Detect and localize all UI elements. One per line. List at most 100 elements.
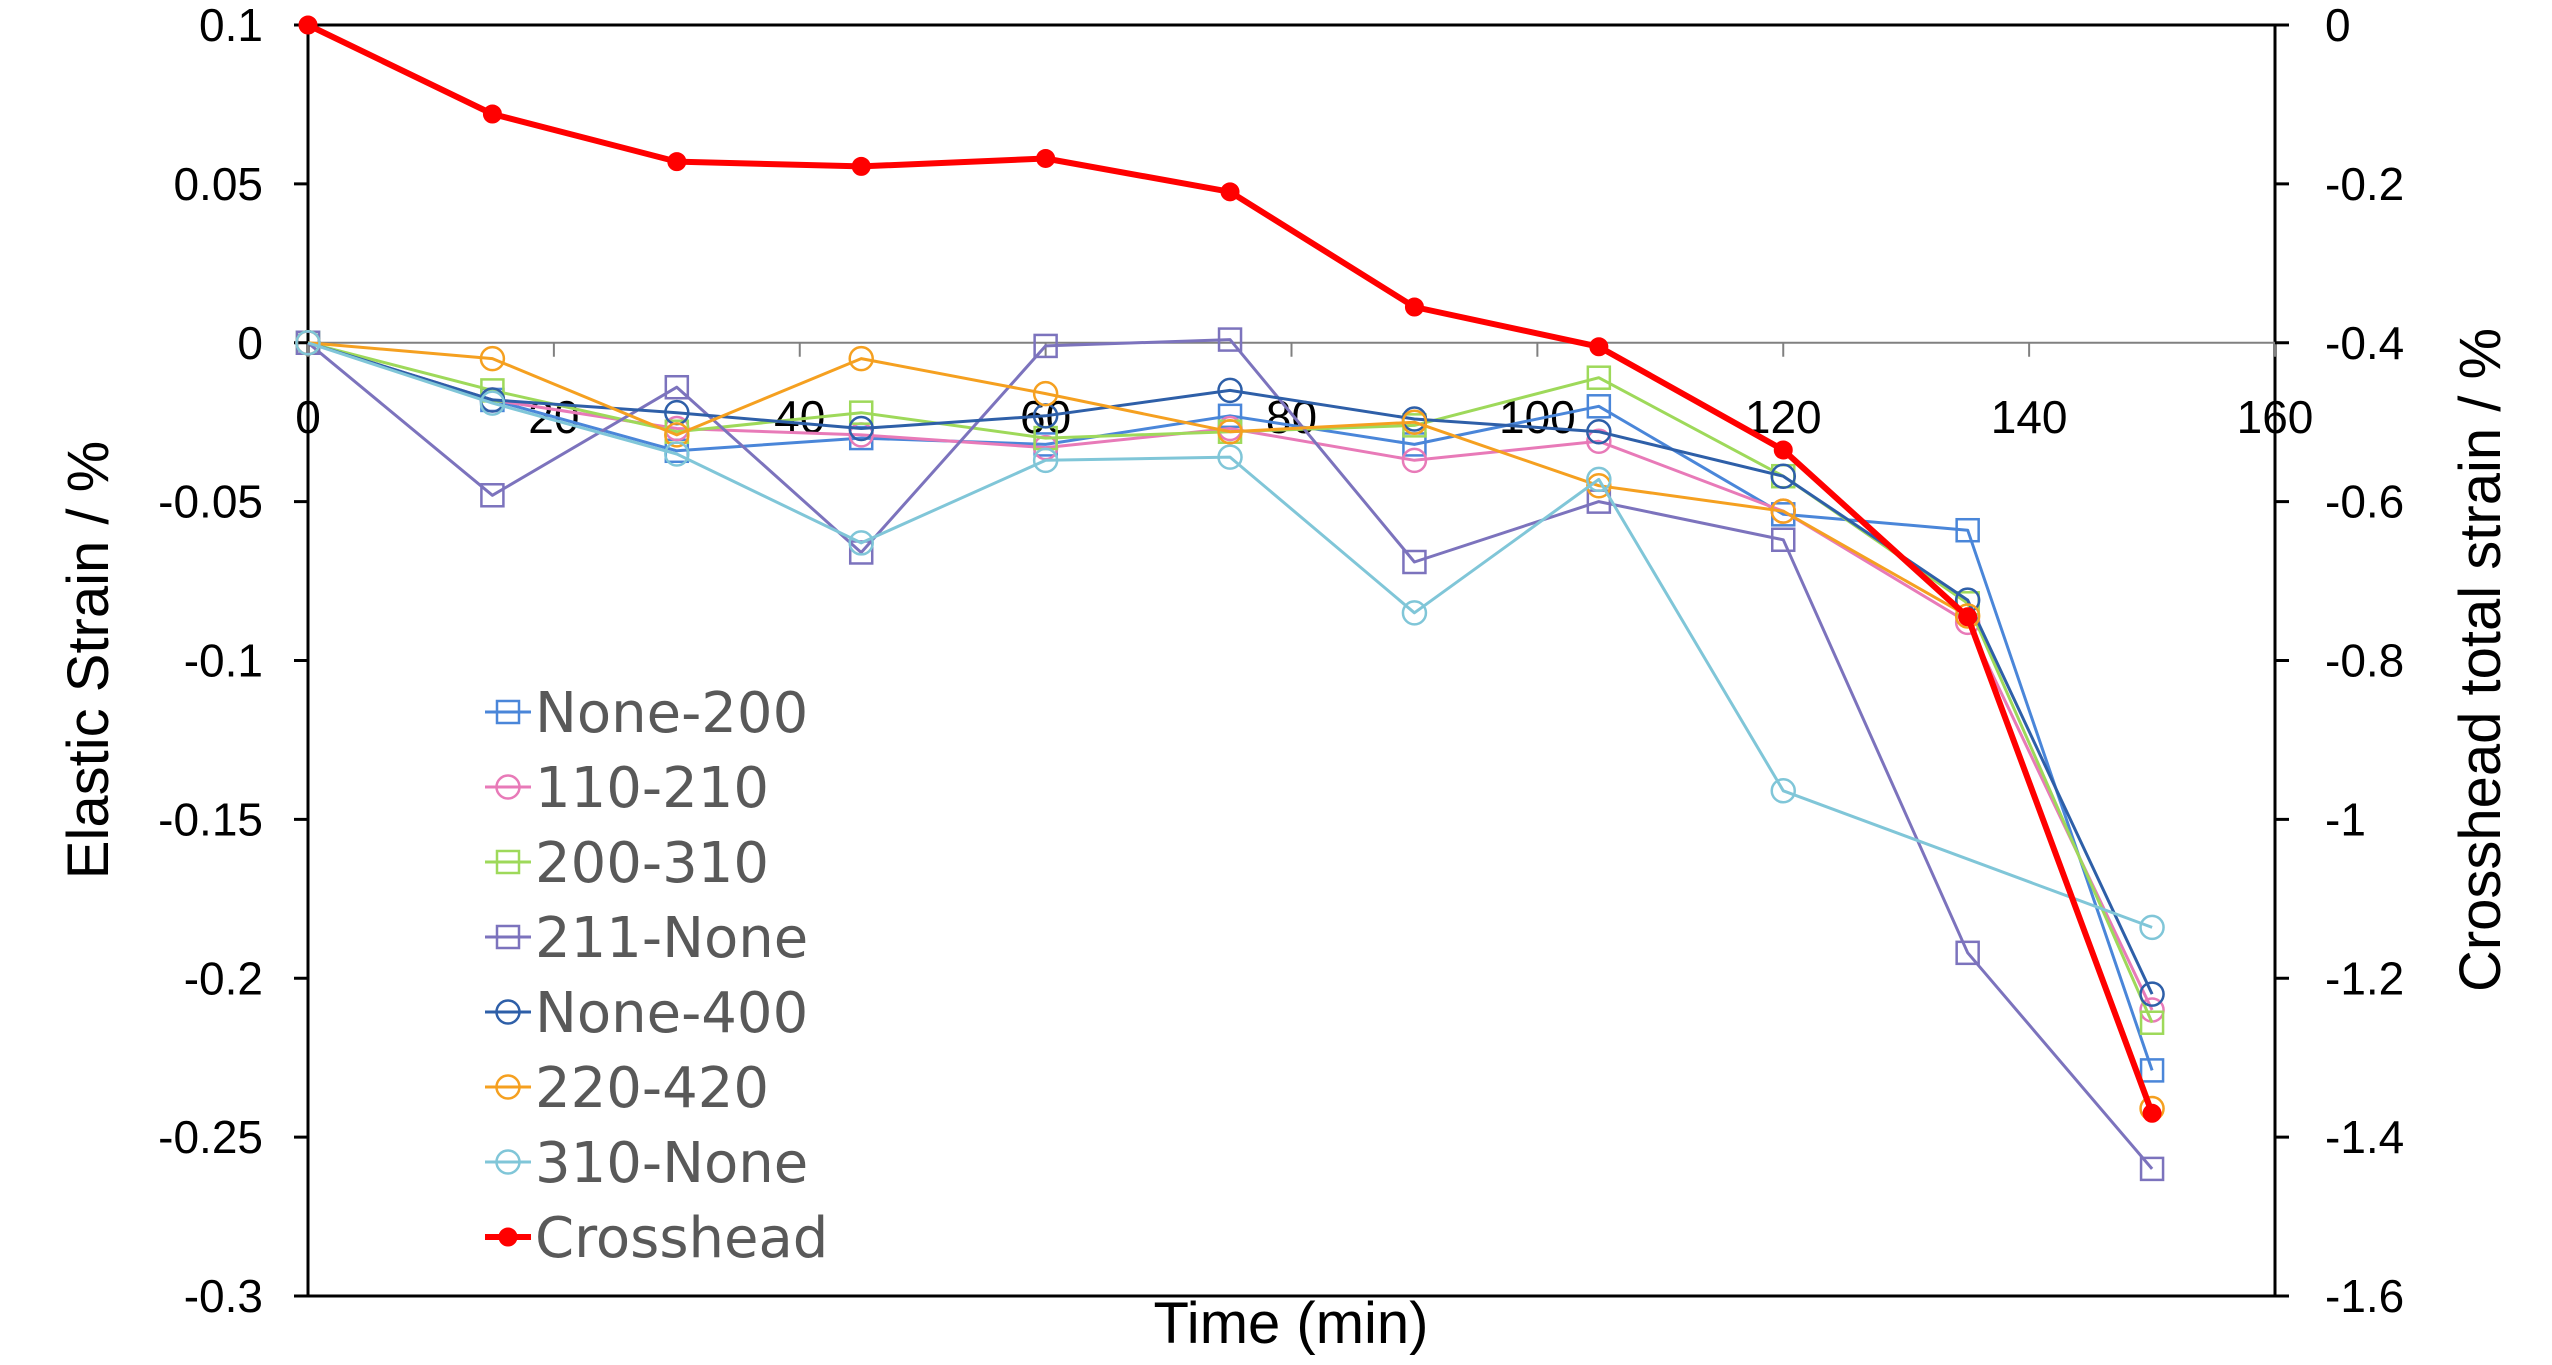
- data-point-211-none: [664, 374, 690, 400]
- data-point-220-420: [1586, 472, 1612, 499]
- y-right-tick-label: -1.2: [2325, 952, 2404, 1004]
- data-point-220-420: [1217, 418, 1243, 445]
- data-point-211-none: [480, 483, 505, 508]
- data-point-220-420: [664, 422, 690, 448]
- x-tick-label: 160: [2237, 391, 2314, 443]
- y-left-tick-label: -0.25: [158, 1111, 263, 1163]
- y-right-tick-label: -1.4: [2325, 1111, 2404, 1163]
- y-right-tick-label: -0.8: [2325, 635, 2404, 687]
- y-left-tick-label: -0.2: [184, 952, 263, 1004]
- data-point-310-none: [848, 530, 874, 556]
- legend-marker: [495, 774, 521, 800]
- data-point-211-none: [1771, 527, 1796, 553]
- data-point-crosshead: [1220, 182, 1240, 202]
- y-left-axis-title: Elastic Strain / %: [56, 441, 121, 879]
- data-point-310-none: [664, 441, 690, 467]
- data-point-none-200: [2139, 1058, 2165, 1083]
- legend-marker: [495, 699, 521, 725]
- data-point-none-400: [1217, 377, 1243, 404]
- legend: None-200 110-210 200-310 211-None None-400 22…: [485, 681, 828, 1271]
- data-point-none-200: [1955, 517, 1980, 543]
- y-right-tick-label: -1: [2325, 793, 2366, 845]
- y-left-tick-label: 0: [237, 317, 263, 369]
- y-left-tick-label: -0.15: [158, 793, 263, 845]
- data-point-310-none: [1770, 778, 1796, 804]
- series-line-310-none: [307, 341, 2153, 929]
- data-point-310-none: [1401, 600, 1428, 626]
- legend-label: 211-None: [535, 906, 808, 971]
- series-line-211-none: [307, 338, 2154, 1170]
- series-line-220-420: [307, 341, 2154, 1110]
- data-point-211-none: [2139, 1156, 2165, 1182]
- data-point-none-400: [2139, 981, 2165, 1007]
- data-point-310-none: [1032, 447, 1059, 474]
- data-point-211-none: [1033, 333, 1058, 359]
- data-point-crosshead: [298, 15, 318, 35]
- legend-marker: [498, 1227, 518, 1247]
- y-left-tick-labels: 0.1 0.05 0 -0.05 -0.1 -0.15 -0.2 -0.25 -0.3: [158, 0, 263, 1322]
- y-right-tick-label: -0.2: [2325, 158, 2404, 210]
- legend-item-211-none: 211-None: [485, 906, 808, 971]
- data-point-200-310: [1586, 365, 1612, 390]
- legend-item-110-210: 110-210: [485, 756, 769, 821]
- data-point-none-400: [848, 415, 874, 442]
- data-point-110-210: [1401, 447, 1428, 474]
- series-220-420: [295, 330, 2165, 1122]
- y-right-tick-label: 0: [2325, 0, 2351, 51]
- data-point-crosshead: [1404, 297, 1424, 317]
- data-point-none-200: [1217, 403, 1243, 429]
- data-point-crosshead: [667, 152, 687, 172]
- data-point-200-310: [480, 378, 505, 403]
- y-right-tick-label: -0.6: [2325, 476, 2404, 528]
- data-point-220-420: [1032, 380, 1059, 407]
- data-point-crosshead: [851, 156, 871, 176]
- data-point-220-420: [1401, 409, 1428, 435]
- legend-label: None-400: [535, 981, 808, 1046]
- data-point-crosshead: [2142, 1103, 2162, 1123]
- legend-label: 220-420: [535, 1056, 769, 1121]
- x-tick-label: 140: [1991, 391, 2068, 443]
- data-point-200-310: [848, 400, 874, 425]
- legend-label: None-200: [535, 681, 808, 746]
- legend-label: 310-None: [535, 1131, 808, 1196]
- y-left-tick-label: 0.05: [173, 158, 263, 210]
- data-point-310-none: [295, 330, 321, 356]
- data-point-crosshead: [1036, 148, 1056, 168]
- data-point-220-420: [1770, 498, 1796, 524]
- series-layer: [295, 15, 2165, 1182]
- y-left-tick-label: -0.3: [184, 1270, 263, 1322]
- data-point-310-none: [2139, 914, 2165, 941]
- legend-marker: [495, 1149, 521, 1175]
- y-left-tick-label: 0.1: [199, 0, 263, 51]
- data-point-211-none: [1402, 549, 1427, 575]
- data-point-310-none: [479, 390, 506, 416]
- legend-item-310-none: 310-None: [485, 1131, 808, 1196]
- data-point-310-none: [1586, 466, 1612, 493]
- series-310-none: [295, 330, 2165, 941]
- data-point-none-200: [1586, 394, 1612, 419]
- legend-marker: [495, 849, 521, 875]
- y-right-tick-label: -0.4: [2325, 317, 2404, 369]
- data-point-220-420: [479, 345, 506, 372]
- data-point-310-none: [1217, 444, 1243, 470]
- data-point-211-none: [1217, 327, 1243, 352]
- y-right-tick-label: -1.6: [2325, 1270, 2404, 1322]
- legend-item-220-420: 220-420: [485, 1056, 769, 1121]
- data-point-crosshead: [482, 104, 502, 124]
- data-point-110-210: [1586, 428, 1612, 455]
- y-right-axis-title: Crosshead total strain / %: [2448, 328, 2513, 992]
- legend-marker: [495, 999, 521, 1025]
- y-right-tick-labels: 0 -0.2 -0.4 -0.6 -0.8 -1 -1.2 -1.4 -1.6: [2325, 0, 2404, 1322]
- data-point-220-420: [848, 345, 874, 372]
- legend-item-none-200: None-200: [485, 681, 808, 746]
- legend-item-none-400: None-400: [485, 981, 808, 1046]
- data-point-200-310: [2139, 1010, 2165, 1035]
- data-point-crosshead: [1773, 440, 1793, 460]
- data-point-211-none: [1955, 940, 1980, 966]
- data-point-crosshead: [1958, 607, 1978, 627]
- legend-label: 200-310: [535, 831, 769, 896]
- data-point-none-400: [1586, 418, 1612, 445]
- legend-label: 110-210: [535, 756, 769, 821]
- x-axis-title: Time (min): [1154, 1291, 1429, 1356]
- x-tick-label: 0: [295, 391, 321, 443]
